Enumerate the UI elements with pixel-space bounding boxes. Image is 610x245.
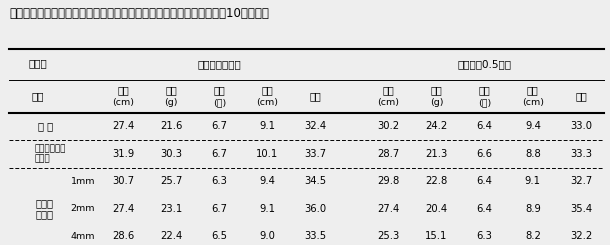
Text: 8.9: 8.9 — [525, 204, 541, 214]
Text: 6.7: 6.7 — [211, 204, 228, 214]
Text: 軽 石: 軽 石 — [38, 122, 53, 131]
Text: 葉色: 葉色 — [575, 91, 587, 101]
Text: 29.8: 29.8 — [377, 176, 400, 186]
Text: 9.1: 9.1 — [259, 122, 276, 131]
Text: 9.1: 9.1 — [259, 204, 276, 214]
Text: 6.6: 6.6 — [476, 149, 493, 159]
Text: 22.8: 22.8 — [425, 176, 448, 186]
Text: 9.4: 9.4 — [525, 122, 541, 131]
Text: 21.6: 21.6 — [160, 122, 182, 131]
Text: ック粒: ック粒 — [35, 209, 53, 219]
Text: 32.7: 32.7 — [570, 176, 592, 186]
Text: 10.1: 10.1 — [256, 149, 279, 159]
Text: 30.7: 30.7 — [112, 176, 134, 186]
Text: (枚): (枚) — [478, 98, 491, 107]
Text: (cm): (cm) — [522, 98, 544, 107]
Text: 22.4: 22.4 — [160, 231, 182, 241]
Text: 葉色: 葉色 — [310, 91, 321, 101]
Text: 草丈: 草丈 — [117, 85, 129, 95]
Text: 33.7: 33.7 — [304, 149, 327, 159]
Text: 36.0: 36.0 — [304, 204, 327, 214]
Text: 27.4: 27.4 — [377, 204, 400, 214]
Text: 草丈: 草丈 — [382, 85, 394, 95]
Text: 8.2: 8.2 — [525, 231, 541, 241]
Text: 25.3: 25.3 — [377, 231, 400, 241]
Text: 6.3: 6.3 — [476, 231, 493, 241]
Text: 30.2: 30.2 — [377, 122, 400, 131]
Text: 株重: 株重 — [165, 85, 177, 95]
Text: 4mm: 4mm — [71, 232, 95, 241]
Text: 20.4: 20.4 — [425, 204, 448, 214]
Text: 6.4: 6.4 — [476, 204, 493, 214]
Text: 15.1: 15.1 — [425, 231, 448, 241]
Text: (g): (g) — [164, 98, 178, 107]
Text: 33.0: 33.0 — [570, 122, 592, 131]
Text: ロックウール: ロックウール — [35, 144, 66, 153]
Text: (cm): (cm) — [377, 98, 400, 107]
Text: (cm): (cm) — [112, 98, 134, 107]
Text: 30.3: 30.3 — [160, 149, 182, 159]
Text: 28.7: 28.7 — [377, 149, 400, 159]
Text: 27.4: 27.4 — [112, 122, 134, 131]
Text: 6.4: 6.4 — [476, 176, 493, 186]
Text: 種類: 種類 — [32, 91, 45, 101]
Text: 養液濃度0.5単位: 養液濃度0.5単位 — [458, 59, 512, 69]
Text: 1mm: 1mm — [71, 177, 95, 186]
Text: 27.4: 27.4 — [112, 204, 134, 214]
Text: 32.2: 32.2 — [570, 231, 592, 241]
Text: 32.4: 32.4 — [304, 122, 327, 131]
Text: 35.4: 35.4 — [570, 204, 592, 214]
Text: 9.0: 9.0 — [259, 231, 276, 241]
Text: 6.7: 6.7 — [211, 149, 228, 159]
Text: 23.1: 23.1 — [160, 204, 182, 214]
Text: (枚): (枚) — [213, 98, 226, 107]
Text: 葉数: 葉数 — [214, 85, 225, 95]
Text: 21.3: 21.3 — [425, 149, 448, 159]
Text: (g): (g) — [429, 98, 443, 107]
Text: 24.2: 24.2 — [425, 122, 448, 131]
Text: 34.5: 34.5 — [304, 176, 327, 186]
Text: 33.3: 33.3 — [570, 149, 592, 159]
Text: 31.9: 31.9 — [112, 149, 134, 159]
Text: 9.4: 9.4 — [259, 176, 276, 186]
Text: 8.8: 8.8 — [525, 149, 540, 159]
Text: (cm): (cm) — [256, 98, 279, 107]
Text: 9.1: 9.1 — [525, 176, 541, 186]
Text: 養液濃度１単位: 養液濃度１単位 — [198, 59, 241, 69]
Text: 28.6: 28.6 — [112, 231, 134, 241]
Text: 2mm: 2mm — [71, 204, 95, 213]
Text: セラミ: セラミ — [35, 198, 53, 208]
Text: 粒状綿: 粒状綿 — [35, 154, 51, 163]
Text: 葉幅: 葉幅 — [262, 85, 273, 95]
Text: 6.3: 6.3 — [211, 176, 228, 186]
Text: 葉数: 葉数 — [479, 85, 490, 95]
Text: 株重: 株重 — [431, 85, 442, 95]
Text: 25.7: 25.7 — [160, 176, 182, 186]
Text: 表３　培地資材と培養液濃度の違いがコマツナの生育に及ぼす影響（10月播種）: 表３ 培地資材と培養液濃度の違いがコマツナの生育に及ぼす影響（10月播種） — [9, 7, 269, 20]
Text: 6.4: 6.4 — [476, 122, 493, 131]
Text: 培地の: 培地の — [29, 58, 48, 68]
Text: 33.5: 33.5 — [304, 231, 327, 241]
Text: 6.5: 6.5 — [211, 231, 228, 241]
Text: 葉幅: 葉幅 — [527, 85, 539, 95]
Text: 6.7: 6.7 — [211, 122, 228, 131]
